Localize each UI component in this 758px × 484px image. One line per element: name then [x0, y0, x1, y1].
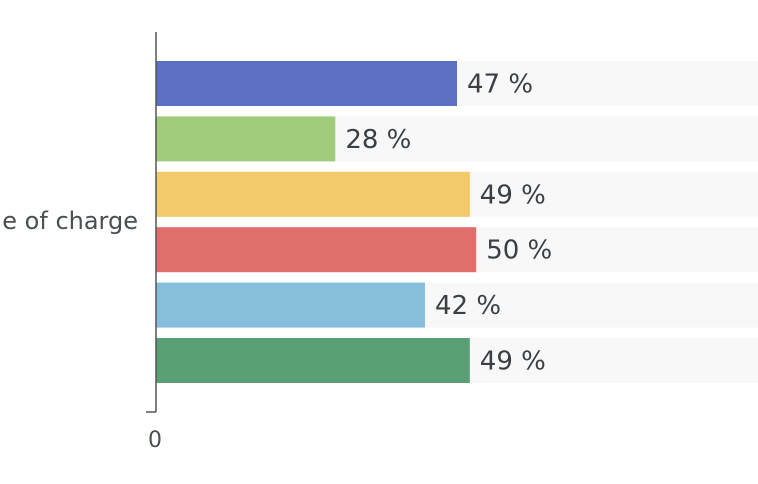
bars [156, 61, 477, 383]
bar [156, 338, 470, 383]
x-tick-label-0: 0 [148, 428, 162, 453]
bar-value-label: 49 % [480, 180, 546, 210]
bar-value-label: 28 % [345, 125, 411, 155]
bar-value-label: 42 % [435, 291, 501, 321]
category-label: e of charge [2, 207, 138, 235]
bar [156, 171, 470, 217]
bar-value-label: 50 % [486, 236, 552, 266]
bar [156, 227, 477, 273]
bar-tracks [156, 61, 758, 383]
bar [156, 61, 457, 106]
value-labels: 47 % 28 % 49 % 50 % 42 % 49 % [345, 70, 552, 377]
bar-value-label: 49 % [480, 347, 546, 377]
bar-value-label: 47 % [467, 70, 533, 100]
bar [156, 282, 425, 328]
bar [156, 116, 336, 162]
